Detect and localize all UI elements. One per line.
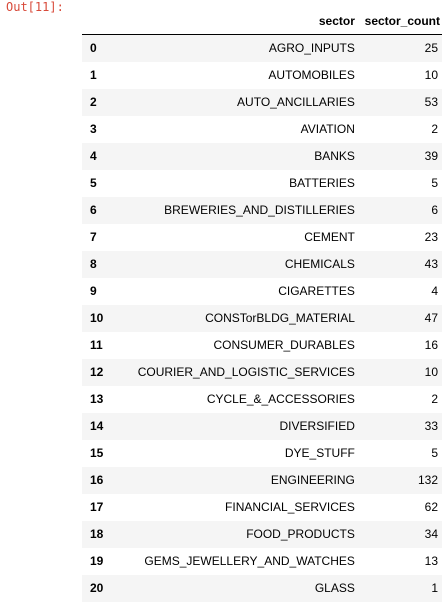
table-body: 0 AGRO_INPUTS 25 1 AUTOMOBILES 10 2 AUTO_ANCILL… — [82, 34, 442, 602]
cell-sector: GLASS — [314, 581, 355, 595]
row-index: 12 — [90, 365, 104, 379]
row-index: 17 — [90, 500, 104, 514]
cell-sector: AUTO_ANCILLARIES — [237, 95, 355, 109]
cell-sector-count: 43 — [424, 257, 438, 271]
table-row: 8 CHEMICALS 43 — [82, 251, 442, 278]
row-index: 7 — [90, 230, 97, 244]
header-row: sector sector_count — [82, 8, 442, 35]
cell-sector: BATTERIES — [289, 176, 355, 190]
row-index: 2 — [90, 95, 97, 109]
cell-sector: ENGINEERING — [270, 473, 355, 487]
cell-sector-count: 5 — [431, 446, 438, 460]
cell-sector: COURIER_AND_LOGISTIC_SERVICES — [137, 365, 355, 379]
table-row: 13 CYCLE_&_ACCESSORIES 2 — [82, 386, 442, 413]
cell-sector-count: 132 — [417, 473, 438, 487]
cell-sector: AUTOMOBILES — [268, 68, 355, 82]
cell-sector-count: 2 — [431, 122, 438, 136]
cell-sector-count: 53 — [424, 95, 438, 109]
cell-sector: AGRO_INPUTS — [268, 41, 355, 55]
table-row: 12 COURIER_AND_LOGISTIC_SERVICES 10 — [82, 359, 442, 386]
cell-sector: CONSTorBLDG_MATERIAL — [205, 311, 355, 325]
table-row: 18 FOOD_PRODUCTS 34 — [82, 521, 442, 548]
row-index: 0 — [90, 41, 97, 55]
row-index: 13 — [90, 392, 104, 406]
dataframe-table: sector sector_count 0 AGRO_INPUTS 25 1 AUTOM… — [82, 8, 442, 602]
table-row: 7 CEMENT 23 — [82, 224, 442, 251]
row-index: 8 — [90, 257, 97, 271]
table-row: 17 FINANCIAL_SERVICES 62 — [82, 494, 442, 521]
row-index: 5 — [90, 176, 97, 190]
table-row: 9 CIGARETTES 4 — [82, 278, 442, 305]
column-header-sector-count: sector_count — [354, 8, 442, 35]
table-row: 20 GLASS 1 — [82, 575, 442, 602]
row-index: 11 — [90, 338, 103, 352]
row-index: 18 — [90, 527, 104, 541]
cell-sector-count: 5 — [431, 176, 438, 190]
table-row: 6 BREWERIES_AND_DISTILLERIES 6 — [82, 197, 442, 224]
cell-sector: CIGARETTES — [278, 284, 355, 298]
cell-sector-count: 4 — [431, 284, 438, 298]
cell-sector-count: 34 — [424, 527, 438, 541]
output-prompt: Out[11]: — [6, 0, 64, 14]
cell-sector: CONSUMER_DURABLES — [213, 338, 355, 352]
column-header-sector: sector — [107, 8, 355, 35]
cell-sector: FINANCIAL_SERVICES — [225, 500, 355, 514]
dataframe-output: sector sector_count 0 AGRO_INPUTS 25 1 AUTOM… — [82, 8, 442, 602]
cell-sector-count: 16 — [424, 338, 438, 352]
cell-sector: CHEMICALS — [284, 257, 355, 271]
row-index: 14 — [90, 419, 104, 433]
index-header — [82, 8, 108, 35]
table-row: 16 ENGINEERING 132 — [82, 467, 442, 494]
table-row: 2 AUTO_ANCILLARIES 53 — [82, 89, 442, 116]
cell-sector-count: 1 — [431, 581, 438, 595]
cell-sector-count: 6 — [431, 203, 438, 217]
cell-sector-count: 62 — [424, 500, 438, 514]
table-row: 0 AGRO_INPUTS 25 — [82, 34, 442, 62]
table-row: 11 CONSUMER_DURABLES 16 — [82, 332, 442, 359]
cell-sector-count: 13 — [424, 554, 438, 568]
table-row: 15 DYE_STUFF 5 — [82, 440, 442, 467]
cell-sector: DYE_STUFF — [284, 446, 355, 460]
row-index: 1 — [90, 68, 97, 82]
cell-sector-count: 25 — [424, 41, 438, 55]
cell-sector-count: 47 — [424, 311, 438, 325]
row-index: 10 — [90, 311, 104, 325]
cell-sector: GEMS_JEWELLERY_AND_WATCHES — [144, 554, 355, 568]
row-index: 6 — [90, 203, 97, 217]
row-index: 19 — [90, 554, 104, 568]
cell-sector-count: 39 — [424, 149, 438, 163]
cell-sector-count: 10 — [424, 68, 438, 82]
table-row: 14 DIVERSIFIED 33 — [82, 413, 442, 440]
table-row: 1 AUTOMOBILES 10 — [82, 62, 442, 89]
table-row: 5 BATTERIES 5 — [82, 170, 442, 197]
cell-sector: CEMENT — [304, 230, 355, 244]
cell-sector-count: 10 — [424, 365, 438, 379]
cell-sector-count: 2 — [431, 392, 438, 406]
cell-sector: DIVERSIFIED — [279, 419, 355, 433]
table-row: 19 GEMS_JEWELLERY_AND_WATCHES 13 — [82, 548, 442, 575]
cell-sector: AVIATION — [300, 122, 355, 136]
row-index: 3 — [90, 122, 97, 136]
row-index: 16 — [90, 473, 104, 487]
table-row: 4 BANKS 39 — [82, 143, 442, 170]
cell-sector-count: 33 — [424, 419, 438, 433]
cell-sector-count: 23 — [424, 230, 438, 244]
row-index: 4 — [90, 149, 97, 163]
cell-sector: BREWERIES_AND_DISTILLERIES — [164, 203, 355, 217]
cell-sector: CYCLE_&_ACCESSORIES — [206, 392, 355, 406]
table-row: 10 CONSTorBLDG_MATERIAL 47 — [82, 305, 442, 332]
cell-sector: BANKS — [314, 149, 355, 163]
table-row: 3 AVIATION 2 — [82, 116, 442, 143]
row-index: 9 — [90, 284, 97, 298]
row-index: 20 — [90, 581, 104, 595]
cell-sector: FOOD_PRODUCTS — [246, 527, 355, 541]
row-index: 15 — [90, 446, 104, 460]
